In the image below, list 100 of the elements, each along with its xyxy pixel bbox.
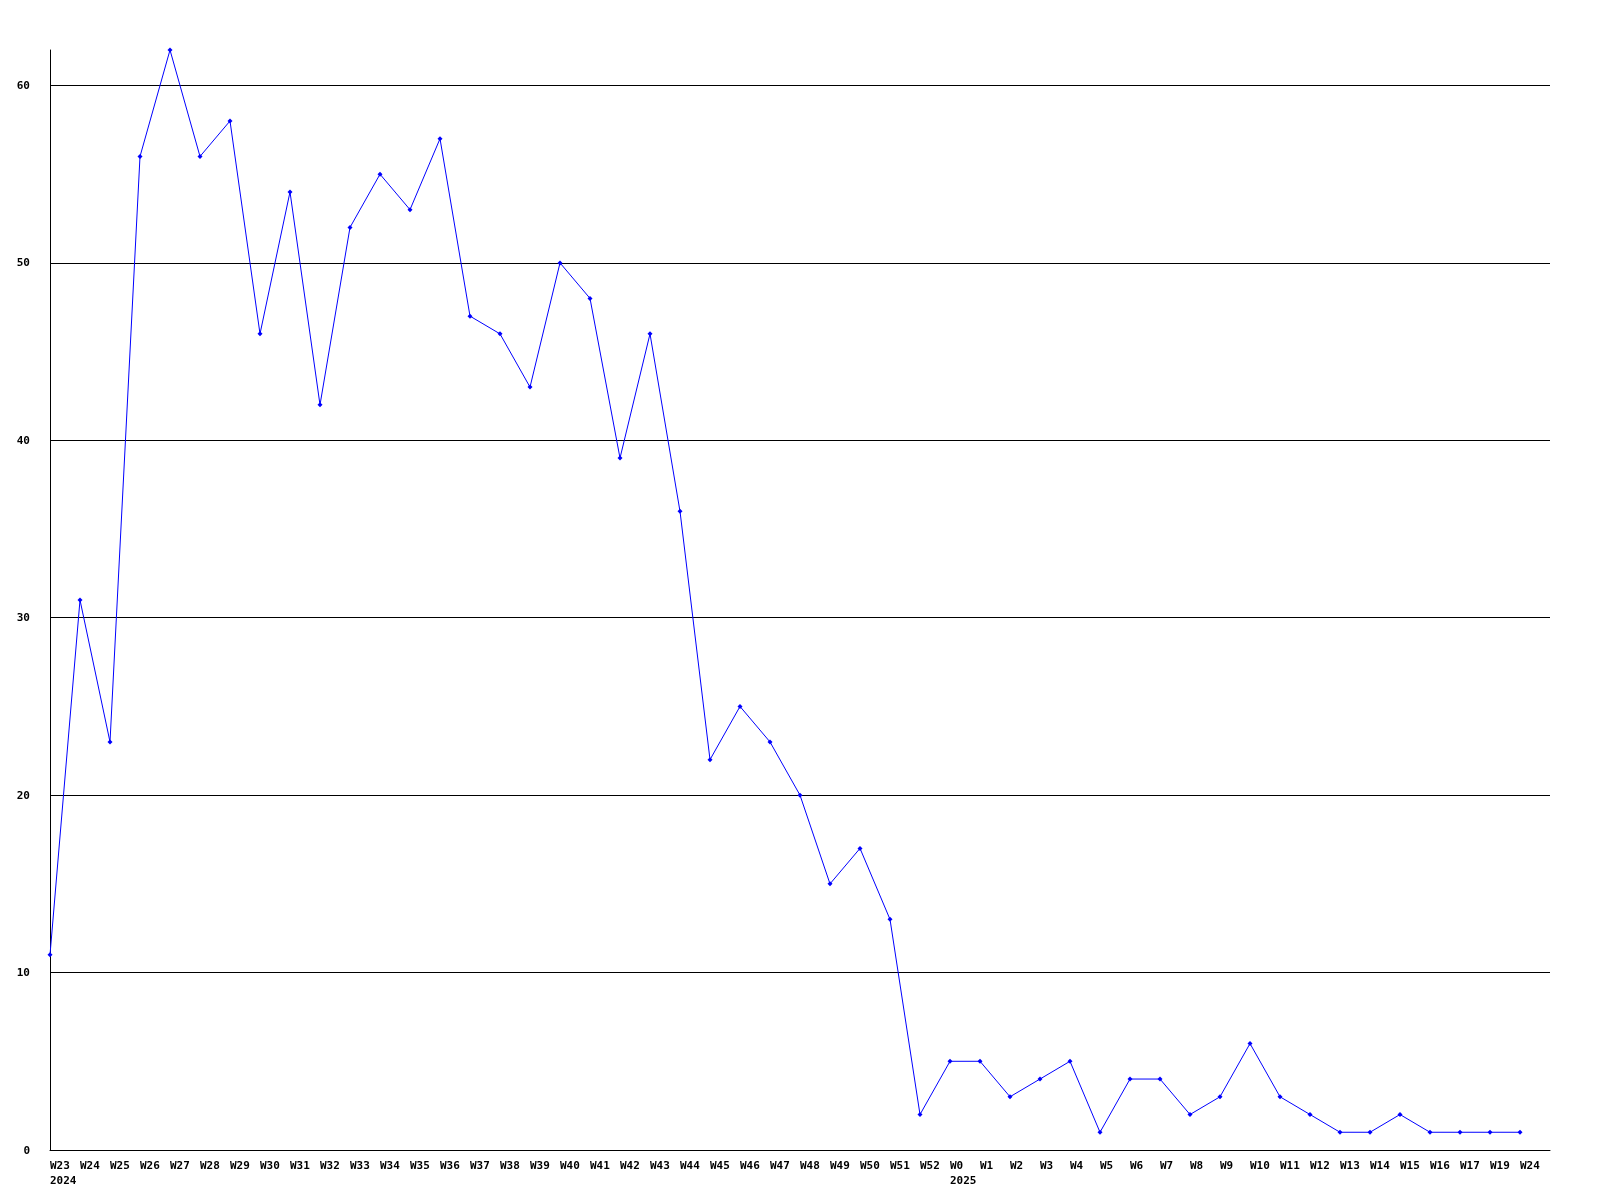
x-tick-label: W48 bbox=[800, 1159, 820, 1172]
x-tick-label: W47 bbox=[770, 1159, 790, 1172]
x-tick-label: W0 2025 bbox=[950, 1159, 977, 1187]
point bbox=[1337, 1129, 1343, 1135]
x-tick-label: W4 bbox=[1070, 1159, 1084, 1172]
point bbox=[1187, 1112, 1193, 1118]
point bbox=[1127, 1076, 1133, 1082]
point bbox=[857, 845, 863, 851]
point bbox=[347, 224, 353, 230]
x-tick-label: W40 bbox=[560, 1159, 580, 1172]
y-tick-label: 10 bbox=[16, 966, 30, 980]
x-tick-label: W33 bbox=[350, 1159, 370, 1172]
point bbox=[557, 260, 563, 266]
x-tick-label: W26 bbox=[140, 1159, 161, 1172]
x-tick-label: W9 bbox=[1220, 1159, 1234, 1172]
point bbox=[1457, 1129, 1463, 1135]
x-tick-label: W41 bbox=[590, 1159, 611, 1172]
point bbox=[977, 1058, 983, 1064]
point bbox=[1247, 1041, 1253, 1047]
y-tick-label: 60 bbox=[16, 78, 30, 92]
point bbox=[887, 916, 893, 922]
x-tick-label: W29 bbox=[230, 1159, 250, 1172]
y-tick-label: 20 bbox=[16, 788, 30, 802]
x-tick-label: W28 bbox=[200, 1159, 220, 1172]
point bbox=[1277, 1094, 1283, 1100]
x-tick-label: W45 bbox=[710, 1159, 730, 1172]
y-tick-label: 50 bbox=[16, 256, 30, 270]
point bbox=[1157, 1076, 1163, 1082]
x-tick-label: W5 bbox=[1100, 1159, 1114, 1172]
point bbox=[617, 455, 623, 461]
x-tick-label: W34 bbox=[380, 1159, 401, 1172]
x-tick-label: W15 bbox=[1400, 1159, 1420, 1172]
point bbox=[767, 739, 773, 745]
point bbox=[1427, 1129, 1433, 1135]
x-tick-label: W1 bbox=[980, 1159, 994, 1172]
point bbox=[317, 402, 323, 408]
point bbox=[947, 1058, 953, 1064]
x-tick-label: W51 bbox=[890, 1159, 911, 1172]
x-tick-label: W36 bbox=[440, 1159, 461, 1172]
point bbox=[1217, 1094, 1223, 1100]
x-tick-label: W42 bbox=[620, 1159, 640, 1172]
x-tick-label: W37 bbox=[470, 1159, 490, 1172]
x-tick-label: W13 bbox=[1340, 1159, 1360, 1172]
point bbox=[587, 295, 593, 301]
point bbox=[47, 952, 53, 958]
point bbox=[737, 703, 743, 709]
point bbox=[1037, 1076, 1043, 1082]
point bbox=[377, 171, 383, 177]
point bbox=[647, 331, 653, 337]
x-tick-label: W50 bbox=[860, 1159, 880, 1172]
x-tick-label: W44 bbox=[680, 1159, 701, 1172]
x-tick-label: W17 bbox=[1460, 1159, 1480, 1172]
x-tick-label: W2 bbox=[1010, 1159, 1024, 1172]
x-tick-label: W38 bbox=[500, 1159, 520, 1172]
x-tick-label: W23 2024 bbox=[50, 1159, 77, 1187]
x-tick-label: W52 bbox=[920, 1159, 940, 1172]
x-tick-label: W35 bbox=[410, 1159, 430, 1172]
x-tick-label: W25 bbox=[110, 1159, 130, 1172]
point bbox=[1307, 1112, 1313, 1118]
point bbox=[1067, 1058, 1073, 1064]
x-tick-label: W39 bbox=[530, 1159, 550, 1172]
x-tick-label: W7 bbox=[1160, 1159, 1174, 1172]
point bbox=[1517, 1129, 1523, 1135]
y-tick-label: 30 bbox=[16, 611, 30, 625]
point bbox=[1097, 1129, 1103, 1135]
x-tick-label: W12 bbox=[1310, 1159, 1330, 1172]
point bbox=[257, 331, 263, 337]
point bbox=[497, 331, 503, 337]
point bbox=[827, 881, 833, 887]
point bbox=[167, 47, 173, 53]
point bbox=[677, 508, 683, 514]
point bbox=[797, 792, 803, 798]
x-tick-label: W43 bbox=[650, 1159, 670, 1172]
y-tick-label: 0 bbox=[23, 1143, 30, 1157]
x-tick-label: W27 bbox=[170, 1159, 190, 1172]
point bbox=[107, 739, 113, 745]
point bbox=[407, 207, 413, 213]
x-tick-label: W6 bbox=[1130, 1159, 1144, 1172]
x-tick-label: W32 bbox=[320, 1159, 340, 1172]
point bbox=[707, 757, 713, 763]
point bbox=[227, 118, 233, 124]
point bbox=[1397, 1112, 1403, 1118]
x-tick-label: W49 bbox=[830, 1159, 850, 1172]
point bbox=[197, 153, 203, 159]
point bbox=[467, 313, 473, 319]
point bbox=[527, 384, 533, 390]
x-tick-label: W24 bbox=[1520, 1159, 1541, 1172]
point bbox=[287, 189, 293, 195]
point bbox=[1007, 1094, 1013, 1100]
x-tick-label: W11 bbox=[1280, 1159, 1301, 1172]
x-tick-label: W19 bbox=[1490, 1159, 1510, 1172]
point bbox=[1367, 1129, 1373, 1135]
x-tick-label: W16 bbox=[1430, 1159, 1451, 1172]
x-tick-label: W46 bbox=[740, 1159, 761, 1172]
point bbox=[77, 597, 83, 603]
y-tick-label: 40 bbox=[16, 433, 30, 447]
point bbox=[917, 1112, 923, 1118]
x-tick-label: W8 bbox=[1190, 1159, 1204, 1172]
x-tick-label: W30 bbox=[260, 1159, 280, 1172]
point bbox=[437, 136, 443, 142]
